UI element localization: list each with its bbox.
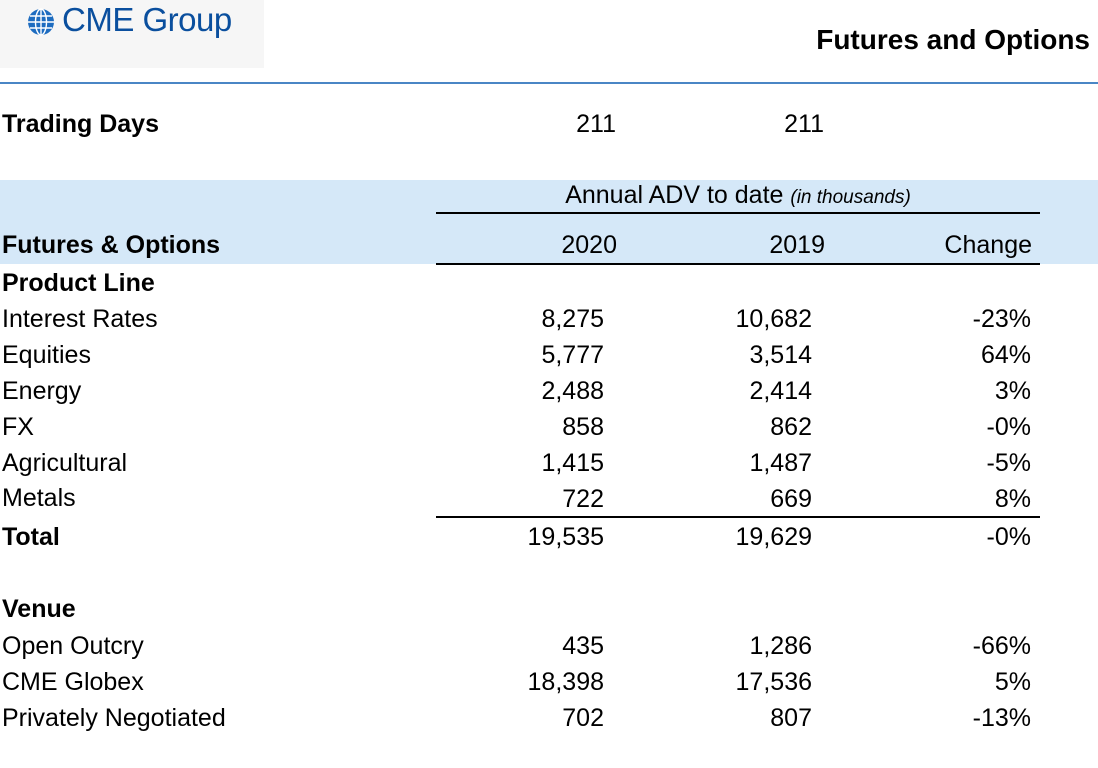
adv-title-note: (in thousands) xyxy=(790,187,911,208)
table-row-label: Interest Rates xyxy=(2,305,158,333)
table-row-label: FX xyxy=(2,413,34,441)
trading-days-2019: 211 xyxy=(784,110,824,138)
table-row-label: Energy xyxy=(2,377,82,405)
product-line-heading: Product Line xyxy=(2,269,155,297)
table-row-label: CME Globex xyxy=(2,668,144,696)
table-cell-2019: 1,286 xyxy=(749,632,812,660)
table-cell-2020: 5,777 xyxy=(541,341,604,369)
table-cell-2020: 1,415 xyxy=(541,449,604,477)
table-row-label: Agricultural xyxy=(2,449,128,477)
trading-days-label: Trading Days xyxy=(2,110,159,138)
report-title: Futures and Options xyxy=(816,24,1090,55)
logo-text: CME Group xyxy=(62,1,232,38)
total-change: -0% xyxy=(986,523,1031,551)
table-cell-change: -0% xyxy=(986,413,1031,441)
table-row-label: Equities xyxy=(2,341,91,369)
table-cell-2019: 862 xyxy=(770,413,812,441)
col-header-change: Change xyxy=(944,231,1032,259)
table-row-label: Metals xyxy=(2,484,76,512)
col-header-underline xyxy=(436,263,1040,265)
table-row-label: Open Outcry xyxy=(2,632,144,660)
total-2020: 19,535 xyxy=(527,523,604,551)
table-cell-2020: 8,275 xyxy=(541,305,604,333)
table-cell-2019: 10,682 xyxy=(735,305,812,333)
globe-icon xyxy=(28,8,54,36)
table-cell-change: -66% xyxy=(972,632,1031,660)
total-2019: 19,629 xyxy=(735,523,812,551)
section-label: Futures & Options xyxy=(2,231,221,259)
table-row-label: Privately Negotiated xyxy=(2,704,226,732)
total-label: Total xyxy=(2,523,60,551)
table-cell-2020: 2,488 xyxy=(541,377,604,405)
trading-days-2020: 211 xyxy=(576,110,616,138)
table-cell-2019: 669 xyxy=(770,485,812,513)
table-cell-change: 5% xyxy=(994,668,1031,696)
table-cell-2020: 18,398 xyxy=(527,668,604,696)
table-cell-2019: 807 xyxy=(770,704,812,732)
table-cell-change: -23% xyxy=(972,305,1031,333)
table-cell-2020: 722 xyxy=(562,485,604,513)
table-cell-2020: 858 xyxy=(562,413,604,441)
header-divider xyxy=(0,82,1098,84)
table-cell-change: 64% xyxy=(980,341,1031,369)
table-cell-2020: 435 xyxy=(562,632,604,660)
table-header-band xyxy=(0,180,1098,264)
logo: CME Group xyxy=(0,0,264,68)
table-cell-2019: 2,414 xyxy=(749,377,812,405)
table-cell-change: -13% xyxy=(972,704,1031,732)
table-cell-2019: 1,487 xyxy=(749,449,812,477)
table-cell-change: -5% xyxy=(986,449,1031,477)
col-header-2020: 2020 xyxy=(561,231,617,259)
table-cell-2020: 702 xyxy=(562,704,604,732)
venue-heading: Venue xyxy=(2,595,76,623)
adv-title: Annual ADV to date (in thousands) xyxy=(436,181,1040,210)
table-cell-change: 3% xyxy=(994,377,1031,405)
table-cell-2019: 3,514 xyxy=(749,341,812,369)
total-divider xyxy=(436,516,1040,518)
table-cell-2019: 17,536 xyxy=(735,668,812,696)
adv-title-underline xyxy=(436,212,1040,214)
adv-title-text: Annual ADV to date xyxy=(565,181,784,209)
col-header-2019: 2019 xyxy=(769,231,825,259)
table-cell-change: 8% xyxy=(994,485,1031,513)
